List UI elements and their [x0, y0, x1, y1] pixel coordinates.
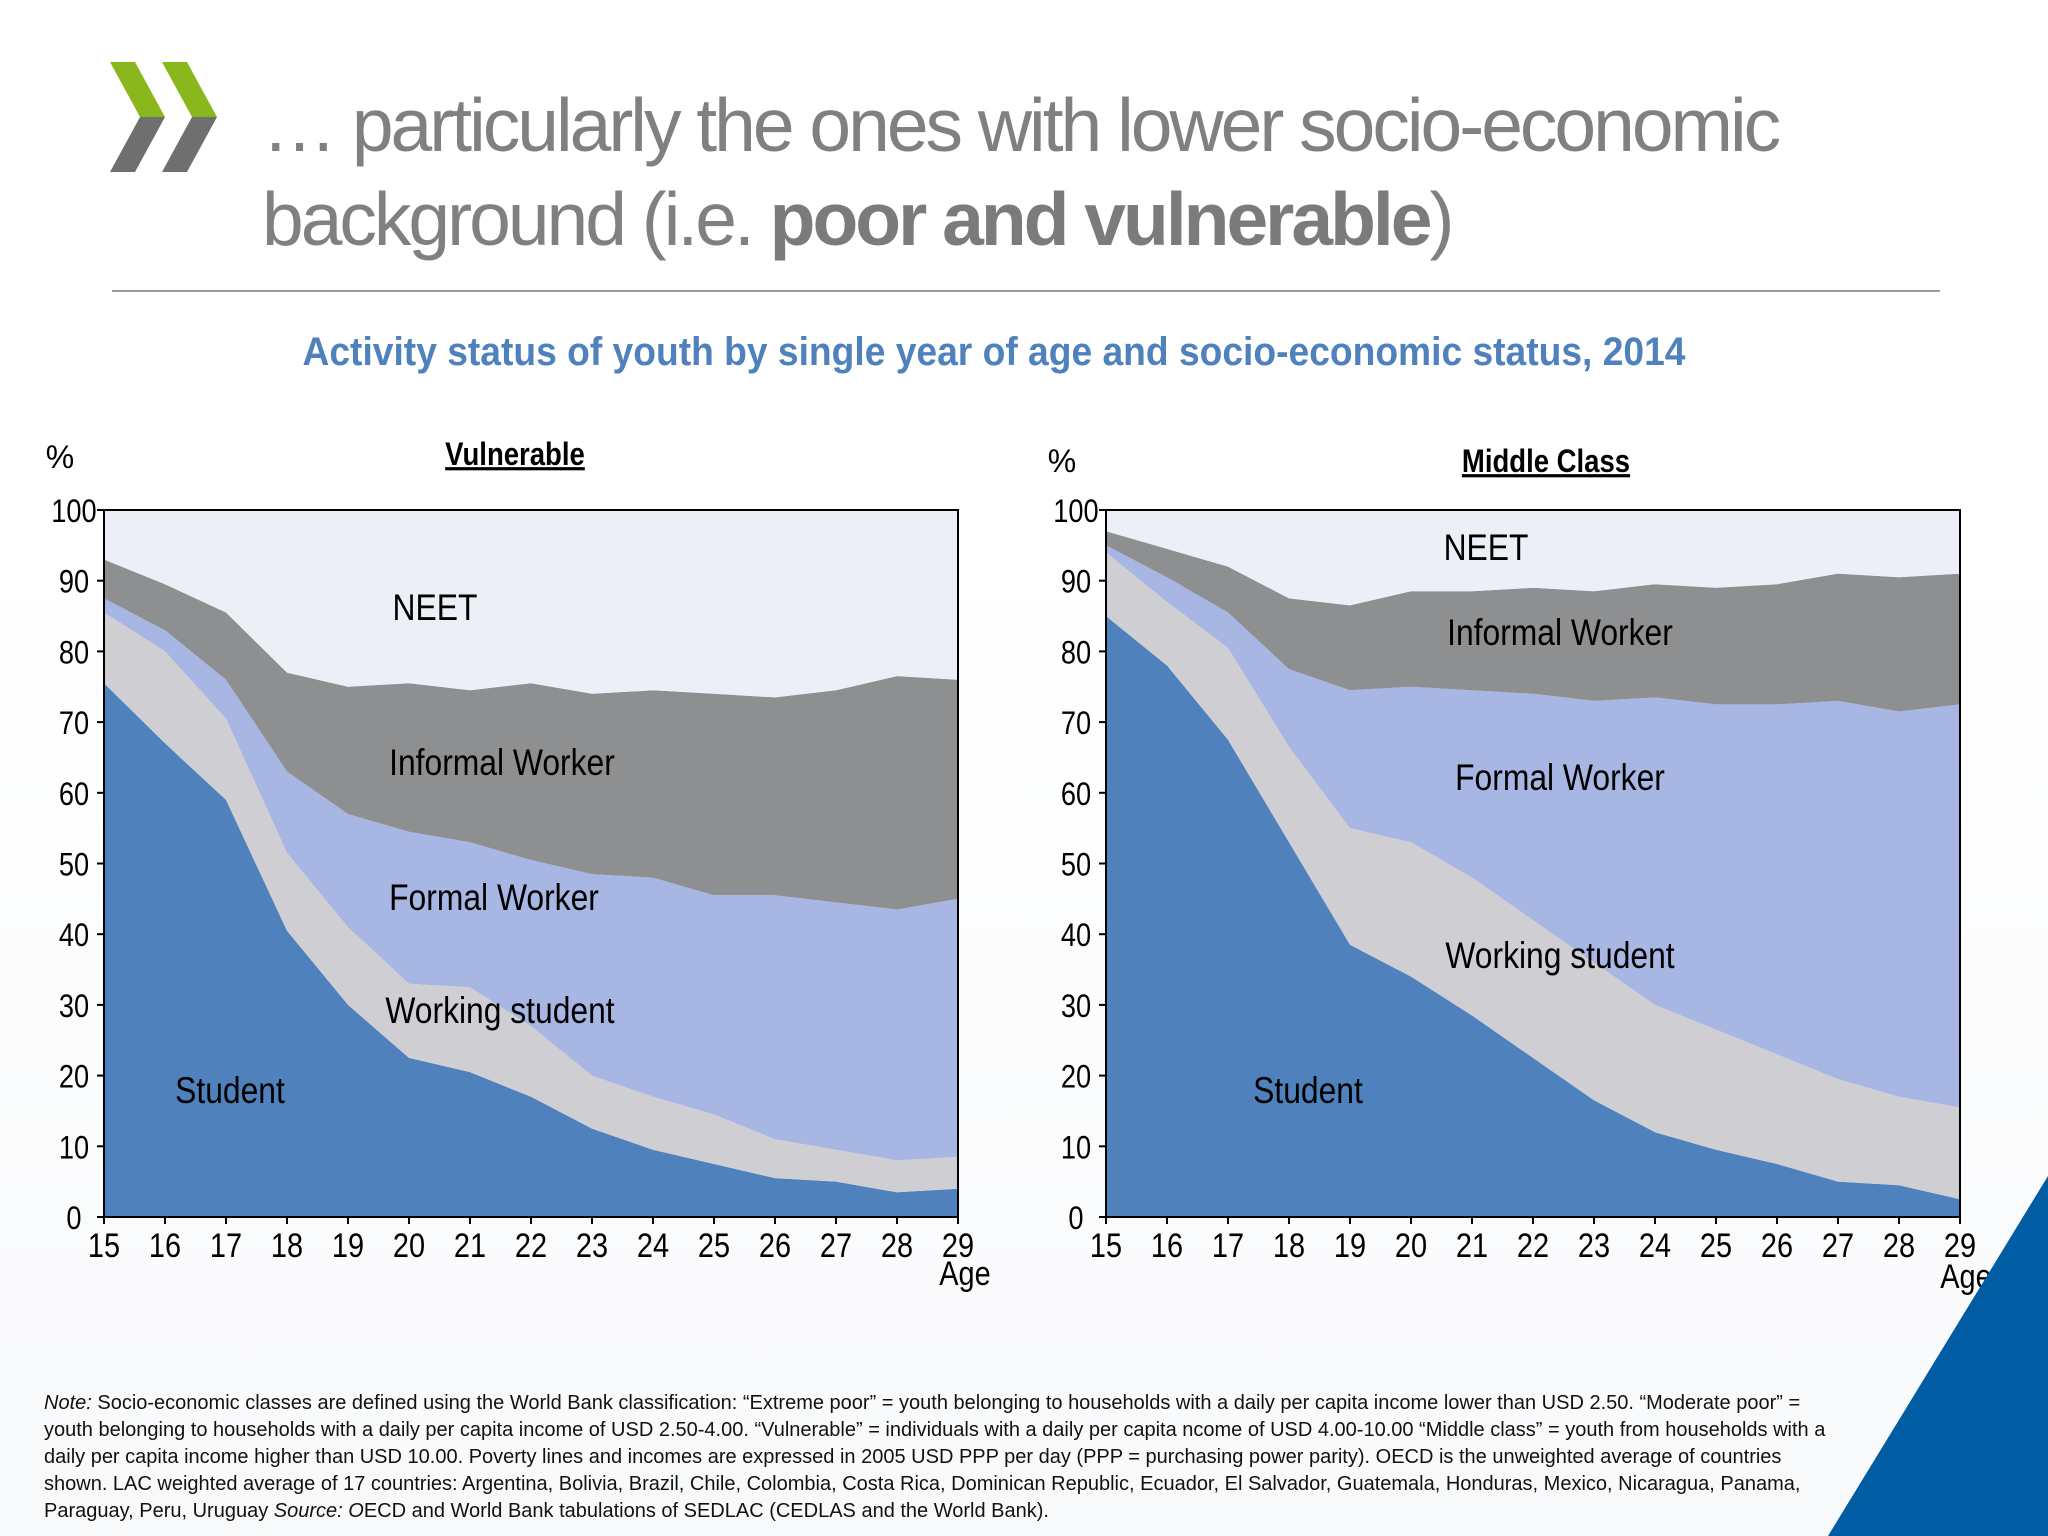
logo-green-right	[162, 62, 217, 117]
x-tick-label-vulnerable: 22	[515, 1226, 547, 1265]
y-tick-label-middle-class: 40	[1061, 918, 1091, 954]
series-label-informal-worker-vulnerable: Informal Worker	[389, 743, 615, 784]
y-tick-label-middle-class: 60	[1061, 777, 1091, 813]
y-tick-label-vulnerable: 60	[59, 777, 89, 813]
y-tick-label-vulnerable: 20	[59, 1060, 89, 1096]
x-tick-label-middle-class: 24	[1639, 1226, 1671, 1265]
x-tick-label-vulnerable: 17	[210, 1226, 242, 1265]
y-tick-label-middle-class: 90	[1061, 565, 1091, 601]
logo-green-left	[110, 62, 165, 117]
panel-title-vulnerable: Vulnerable	[445, 437, 585, 472]
title-end-text: )	[1429, 177, 1454, 261]
y-tick-label-middle-class: 50	[1061, 847, 1091, 883]
x-tick-label-vulnerable: 20	[393, 1226, 425, 1265]
y-tick-label-vulnerable: 0	[66, 1201, 81, 1237]
title-text: … particularly the ones with lower socio…	[262, 83, 1781, 261]
y-tick-label-middle-class: 0	[1068, 1201, 1083, 1237]
y-tick-label-vulnerable: 30	[59, 989, 89, 1025]
y-tick-label-vulnerable: 50	[59, 847, 89, 883]
source-text: ECD and World Bank tabulations of SEDLAC…	[363, 1500, 1049, 1522]
logo-grey-right	[162, 117, 217, 172]
series-label-neet-vulnerable: NEET	[393, 588, 478, 629]
area-student-middle-class	[1106, 616, 1960, 1217]
note-label: Note:	[44, 1392, 92, 1414]
panel-title-middle-class: Middle Class	[1462, 444, 1630, 479]
y-tick-label-vulnerable: 10	[59, 1130, 89, 1166]
x-tick-label-vulnerable: 28	[881, 1226, 913, 1265]
y-tick-label-vulnerable: 100	[51, 494, 96, 530]
x-tick-label-middle-class: 23	[1578, 1226, 1610, 1265]
y-tick-label-middle-class: 10	[1061, 1130, 1091, 1166]
corner-triangle	[1828, 1176, 2048, 1536]
area-neet-middle-class	[1106, 510, 1960, 606]
y-tick-label-vulnerable: 80	[59, 635, 89, 671]
series-label-student-vulnerable: Student	[175, 1071, 285, 1112]
series-label-working-student-vulnerable: Working student	[385, 991, 615, 1032]
x-tick-label-middle-class: 16	[1151, 1226, 1183, 1265]
y-axis-label-vulnerable: %	[46, 439, 74, 475]
figure-title: Activity status of youth by single year …	[302, 330, 1686, 374]
title-bold-text: poor and vulnerable	[769, 177, 1433, 261]
x-tick-label-middle-class: 27	[1822, 1226, 1854, 1265]
area-formal-worker-vulnerable	[104, 598, 958, 1161]
x-tick-label-middle-class: 18	[1273, 1226, 1305, 1265]
y-tick-label-vulnerable: 40	[59, 918, 89, 954]
x-tick-label-vulnerable: 24	[637, 1226, 669, 1265]
x-tick-label-middle-class: 20	[1395, 1226, 1427, 1265]
x-tick-label-vulnerable: 19	[332, 1226, 364, 1265]
series-label-informal-worker-middle-class: Informal Worker	[1447, 613, 1673, 654]
x-tick-label-middle-class: 26	[1761, 1226, 1793, 1265]
series-label-formal-worker-vulnerable: Formal Worker	[389, 878, 599, 919]
x-tick-label-middle-class: 19	[1334, 1226, 1366, 1265]
source-label: Source: O	[273, 1500, 364, 1522]
area-working-student-vulnerable	[104, 612, 958, 1193]
slide-title: … particularly the ones with lower socio…	[262, 78, 1962, 266]
x-tick-label-vulnerable: 29	[942, 1226, 974, 1265]
x-tick-label-vulnerable: 26	[759, 1226, 791, 1265]
x-tick-label-middle-class: 25	[1700, 1226, 1732, 1265]
y-axis-label-middle-class: %	[1048, 443, 1076, 479]
series-label-working-student-middle-class: Working student	[1445, 936, 1675, 977]
note-text: Socio-economic classes are defined using…	[44, 1392, 1826, 1522]
title-divider	[112, 290, 1940, 292]
y-tick-label-middle-class: 30	[1061, 989, 1091, 1025]
oecd-logo	[110, 62, 217, 172]
x-tick-label-middle-class: 17	[1212, 1226, 1244, 1265]
series-label-neet-middle-class: NEET	[1444, 528, 1529, 569]
y-tick-label-middle-class: 70	[1061, 706, 1091, 742]
x-tick-label-vulnerable: 25	[698, 1226, 730, 1265]
y-tick-label-middle-class: 80	[1061, 635, 1091, 671]
series-label-formal-worker-middle-class: Formal Worker	[1455, 758, 1665, 799]
area-formal-worker-middle-class	[1106, 545, 1960, 1108]
y-tick-label-vulnerable: 70	[59, 706, 89, 742]
corner-decoration	[1828, 1176, 2048, 1536]
x-tick-label-vulnerable: 16	[149, 1226, 181, 1265]
logo-grey-left	[110, 117, 165, 172]
x-axis-label-vulnerable: Age	[939, 1254, 990, 1293]
series-label-student-middle-class: Student	[1253, 1071, 1363, 1112]
area-working-student-middle-class	[1106, 552, 1960, 1200]
x-tick-label-vulnerable: 18	[271, 1226, 303, 1265]
area-informal-worker-vulnerable	[104, 559, 958, 910]
y-tick-label-middle-class: 100	[1053, 494, 1098, 530]
area-student-vulnerable	[104, 683, 958, 1217]
x-tick-label-vulnerable: 15	[88, 1226, 120, 1265]
x-tick-label-vulnerable: 27	[820, 1226, 852, 1265]
x-tick-label-vulnerable: 21	[454, 1226, 486, 1265]
x-tick-label-middle-class: 22	[1517, 1226, 1549, 1265]
x-tick-label-middle-class: 29	[1944, 1226, 1976, 1265]
area-informal-worker-middle-class	[1106, 531, 1960, 712]
x-tick-label-middle-class: 21	[1456, 1226, 1488, 1265]
y-tick-label-vulnerable: 90	[59, 565, 89, 601]
x-tick-label-middle-class: 15	[1090, 1226, 1122, 1265]
y-tick-label-middle-class: 20	[1061, 1060, 1091, 1096]
x-tick-label-middle-class: 28	[1883, 1226, 1915, 1265]
x-tick-label-vulnerable: 23	[576, 1226, 608, 1265]
area-neet-vulnerable	[104, 510, 958, 698]
footnote: Note: Socio-economic classes are defined…	[44, 1390, 1834, 1525]
